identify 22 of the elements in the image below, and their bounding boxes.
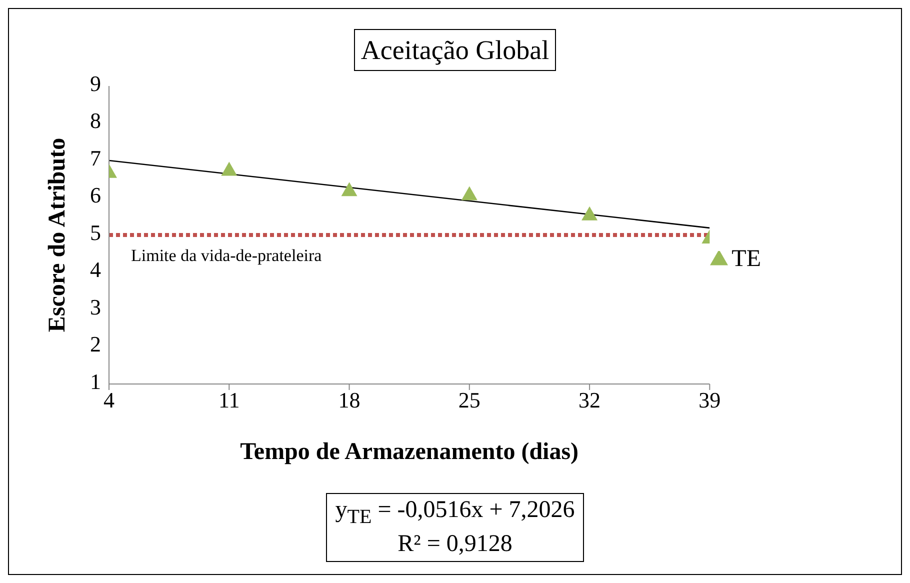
point bbox=[341, 182, 358, 196]
y-tick-label: 1 bbox=[90, 368, 101, 394]
y-tick-label: 4 bbox=[90, 257, 101, 282]
y-tick-label: 5 bbox=[90, 220, 101, 245]
x-tick-label: 25 bbox=[458, 388, 480, 413]
x-axis-title: Tempo de Armazenamento (dias) bbox=[240, 439, 579, 466]
ref-line-label: Limite da vida-de-prateleira bbox=[131, 246, 322, 265]
y-tick-label: 8 bbox=[90, 108, 101, 134]
x-tick-label: 18 bbox=[338, 388, 360, 413]
legend-label: TE bbox=[732, 246, 761, 272]
x-tick-label: 32 bbox=[578, 388, 601, 413]
y-tick-label: 2 bbox=[90, 332, 101, 357]
y-tick-label: 9 bbox=[90, 70, 101, 96]
x-tick-label: 39 bbox=[698, 388, 721, 413]
y-tick-label: 3 bbox=[90, 294, 101, 320]
x-tick-label: 11 bbox=[218, 388, 240, 413]
point bbox=[461, 186, 478, 200]
chart-title: Aceitação Global bbox=[354, 29, 556, 71]
y-tick-label: 7 bbox=[90, 145, 101, 170]
y-tick-label: 6 bbox=[90, 182, 101, 208]
y-axis-title: Escore do Atributo bbox=[44, 138, 71, 332]
text: y$_{TE}$ = -0,0516x + 7,2026 R² = 0,9128 bbox=[326, 493, 584, 562]
